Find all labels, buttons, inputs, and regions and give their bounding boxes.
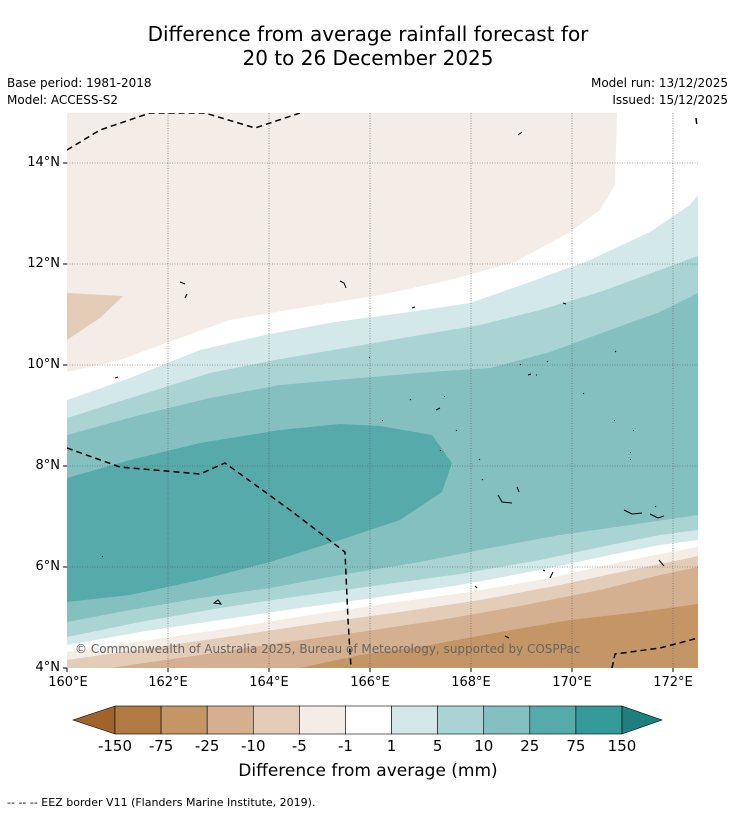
map-title: Difference from average rainfall forecas… <box>0 22 736 70</box>
colorbar-swatch <box>575 705 623 735</box>
lon-label-164e: 164°E <box>249 675 289 690</box>
colorbar-title: Difference from average (mm) <box>238 761 498 781</box>
eez-footnote: -- -- -- EEZ border V11 (Flanders Marine… <box>7 796 316 809</box>
lat-label-12n: 12°N <box>27 256 60 271</box>
colorbar-arrow-low <box>72 705 116 735</box>
colorbar-swatch <box>114 705 162 735</box>
lat-label-4n: 4°N <box>35 660 61 675</box>
colorbar-swatch <box>483 705 531 735</box>
lon-label-162e: 162°E <box>148 675 188 690</box>
title-line-2: 20 to 26 December 2025 <box>242 46 494 70</box>
title-line-1: Difference from average rainfall forecas… <box>147 22 589 46</box>
region-dry-patch <box>67 293 123 340</box>
colorbar-swatch <box>391 705 438 735</box>
graticule <box>67 113 698 668</box>
colorbar-tick-label: -5 <box>291 737 307 755</box>
colorbar-arrow-high <box>621 705 663 735</box>
colorbar-tick-label: -1 <box>337 737 353 755</box>
colorbar-tick-label: 1 <box>386 737 397 755</box>
issued-date: Issued: 15/12/2025 <box>612 93 728 107</box>
model-name: Model: ACCESS-S2 <box>7 93 119 107</box>
colorbar-swatch <box>206 705 254 735</box>
colorbar-tick-label: 5 <box>432 737 443 755</box>
colorbar-tick-label: 10 <box>474 737 494 755</box>
colorbar-tick-label: -25 <box>194 737 220 755</box>
rainfall-map <box>67 113 698 668</box>
region-dry-light-north <box>67 113 617 372</box>
colorbar-swatch <box>252 705 300 735</box>
lon-label-172e: 172°E <box>653 675 693 690</box>
colorbar-swatch <box>345 705 392 735</box>
axis-ticks <box>63 162 674 672</box>
colorbar-tick-label: 150 <box>607 737 637 755</box>
lon-label-166e: 166°E <box>350 675 390 690</box>
colorbar <box>72 705 663 735</box>
model-run: Model run: 13/12/2025 <box>590 76 728 90</box>
copyright-notice: © Commonwealth of Australia 2025, Bureau… <box>75 642 581 656</box>
colorbar-tick-label: -150 <box>97 737 133 755</box>
colorbar-tick-label: -10 <box>241 737 266 755</box>
meta-left: Base period: 1981-2018 Model: ACCESS-S2 <box>7 75 152 109</box>
colorbar-swatch <box>437 705 485 735</box>
lon-label-168e: 168°E <box>451 675 491 690</box>
colorbar-swatch <box>299 705 346 735</box>
lon-label-170e: 170°E <box>552 675 592 690</box>
colorbar-tick-label: 75 <box>566 737 586 755</box>
colorbar-swatch <box>529 705 577 735</box>
lat-label-6n: 6°N <box>35 559 61 574</box>
colorbar-swatch <box>160 705 208 735</box>
lat-label-14n: 14°N <box>27 155 60 170</box>
lat-label-10n: 10°N <box>27 357 60 372</box>
islands <box>101 131 665 639</box>
meta-right: Model run: 13/12/2025 Issued: 15/12/2025 <box>591 75 728 109</box>
eez-border <box>67 113 698 668</box>
region-lower-dry-4 <box>300 604 698 668</box>
colorbar-tick-label: 25 <box>520 737 540 755</box>
lat-label-8n: 8°N <box>35 458 61 473</box>
colorbar-tick-label: -75 <box>148 737 174 755</box>
region-wet-25-75 <box>67 424 452 602</box>
lon-label-160e: 160°E <box>48 675 88 690</box>
base-period: Base period: 1981-2018 <box>7 76 152 90</box>
